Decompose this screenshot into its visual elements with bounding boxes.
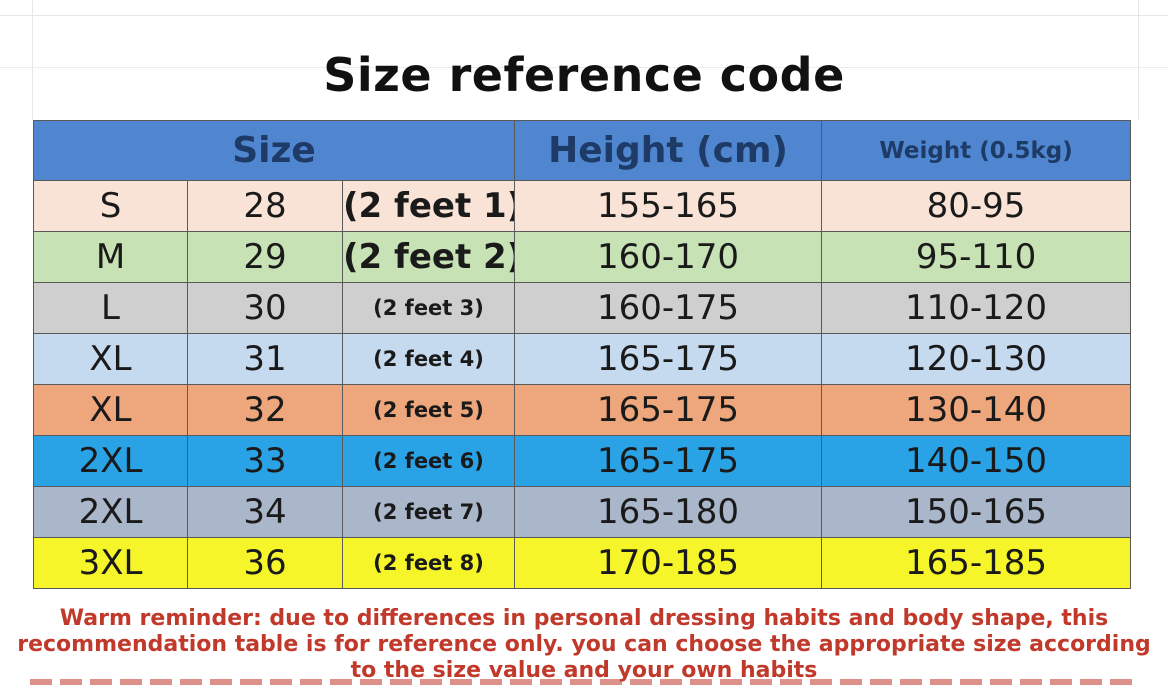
cell-height: 165-175 — [514, 333, 823, 385]
cell-feet: (2 feet 1) — [341, 180, 516, 232]
table-row: 2XL 34 (2 feet 7) 165-180 150-165 — [33, 486, 1132, 538]
cell-weight: 80-95 — [821, 180, 1132, 232]
header-weight: Weight (0.5kg) — [821, 120, 1132, 181]
table-row: S 28 (2 feet 1) 155-165 80-95 — [33, 180, 1132, 232]
cell-size: S — [33, 180, 188, 232]
cell-size: L — [33, 282, 188, 334]
table-row: L 30 (2 feet 3) 160-175 110-120 — [33, 282, 1132, 334]
cell-height: 160-175 — [514, 282, 823, 334]
cell-size: M — [33, 231, 188, 283]
table-body: S 28 (2 feet 1) 155-165 80-95 M 29 (2 fe… — [33, 180, 1132, 589]
cell-height: 165-175 — [514, 384, 823, 436]
cell-feet: (2 feet 8) — [341, 537, 516, 589]
cell-weight: 110-120 — [821, 282, 1132, 334]
table-row: 2XL 33 (2 feet 6) 165-175 140-150 — [33, 435, 1132, 487]
cell-height: 155-165 — [514, 180, 823, 232]
page-title: Size reference code — [323, 48, 845, 102]
cell-feet: (2 feet 3) — [341, 282, 516, 334]
cell-feet: (2 feet 6) — [341, 435, 516, 487]
cell-weight: 140-150 — [821, 435, 1132, 487]
cell-height: 165-180 — [514, 486, 823, 538]
cell-feet: (2 feet 5) — [341, 384, 516, 436]
cell-weight: 130-140 — [821, 384, 1132, 436]
table-row: XL 32 (2 feet 5) 165-175 130-140 — [33, 384, 1132, 436]
table-row: 3XL 36 (2 feet 8) 170-185 165-185 — [33, 537, 1132, 589]
cell-feet: (2 feet 7) — [341, 486, 516, 538]
warm-reminder: Warm reminder: due to differences in per… — [0, 606, 1168, 684]
cell-weight: 150-165 — [821, 486, 1132, 538]
table-header-row: Size Height (cm) Weight (0.5kg) — [32, 120, 1132, 181]
cropped-text-remnant — [30, 679, 1138, 685]
header-size: Size — [32, 120, 516, 181]
cell-feet: (2 feet 2) — [341, 231, 516, 283]
reminder-line-3: to the size value and your own habits — [350, 658, 818, 683]
cell-weight: 165-185 — [821, 537, 1132, 589]
reminder-line-1: Warm reminder: due to differences in per… — [59, 606, 1109, 631]
cell-height: 170-185 — [514, 537, 823, 589]
cell-weight: 95-110 — [821, 231, 1132, 283]
cell-size: XL — [33, 384, 188, 436]
cell-waist: 31 — [187, 333, 343, 385]
cell-size: 3XL — [33, 537, 188, 589]
cell-height: 160-170 — [514, 231, 823, 283]
cell-size: 2XL — [33, 486, 188, 538]
cell-size: XL — [33, 333, 188, 385]
cell-waist: 30 — [187, 282, 343, 334]
spreadsheet-grid-background — [0, 0, 1168, 120]
table-row: XL 31 (2 feet 4) 165-175 120-130 — [33, 333, 1132, 385]
cell-waist: 29 — [187, 231, 343, 283]
reminder-line-2: recommendation table is for reference on… — [17, 632, 1151, 657]
cell-waist: 36 — [187, 537, 343, 589]
cell-weight: 120-130 — [821, 333, 1132, 385]
cell-feet: (2 feet 4) — [341, 333, 516, 385]
cell-waist: 32 — [187, 384, 343, 436]
size-table: Size Height (cm) Weight (0.5kg) S 28 (2 … — [32, 120, 1132, 589]
cell-waist: 34 — [187, 486, 343, 538]
header-height: Height (cm) — [514, 120, 823, 181]
cell-waist: 28 — [187, 180, 343, 232]
cell-height: 165-175 — [514, 435, 823, 487]
cell-waist: 33 — [187, 435, 343, 487]
table-row: M 29 (2 feet 2) 160-170 95-110 — [33, 231, 1132, 283]
cell-size: 2XL — [33, 435, 188, 487]
